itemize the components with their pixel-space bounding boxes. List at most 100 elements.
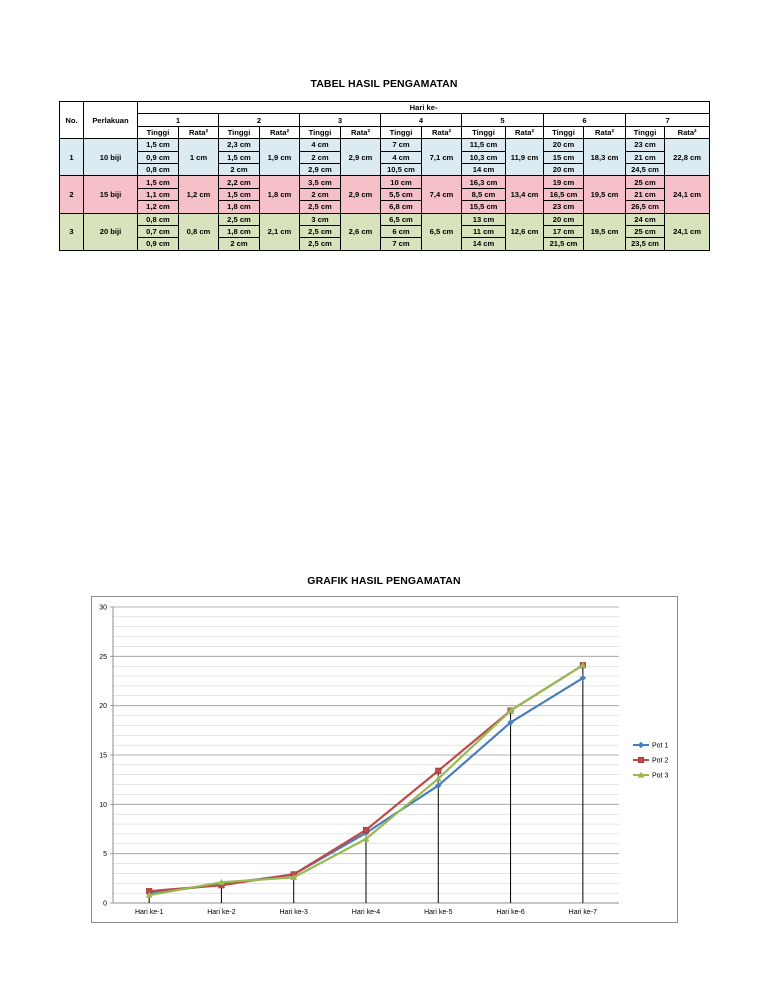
tinggi-cell: 23 cm bbox=[543, 200, 584, 214]
header-rata: Rata² bbox=[421, 125, 462, 140]
data-point bbox=[434, 775, 442, 782]
rata-cell: 1,8 cm bbox=[259, 175, 300, 214]
tinggi-cell: 7 cm bbox=[380, 138, 422, 152]
x-tick-label: Hari ke-5 bbox=[424, 909, 453, 916]
tinggi-cell: 1,5 cm bbox=[218, 150, 260, 164]
tinggi-cell: 0,9 cm bbox=[137, 150, 179, 164]
tinggi-cell: 3,5 cm bbox=[299, 175, 341, 189]
header-rata: Rata² bbox=[340, 125, 381, 140]
legend-label: Pot 2 bbox=[652, 758, 668, 765]
header-tinggi: Tinggi bbox=[380, 125, 422, 140]
tinggi-cell: 23 cm bbox=[625, 138, 665, 152]
tinggi-cell: 3 cm bbox=[299, 212, 341, 226]
rata-cell: 13,4 cm bbox=[505, 175, 544, 214]
rata-cell: 7,1 cm bbox=[421, 138, 462, 177]
y-tick-label: 15 bbox=[99, 753, 107, 760]
header-tinggi: Tinggi bbox=[625, 125, 665, 140]
tinggi-cell: 20 cm bbox=[543, 162, 584, 177]
tinggi-cell: 19 cm bbox=[543, 175, 584, 189]
tinggi-cell: 8,5 cm bbox=[461, 187, 506, 202]
rata-cell: 1,9 cm bbox=[259, 138, 300, 177]
tinggi-cell: 14 cm bbox=[461, 237, 506, 251]
tinggi-cell: 10 cm bbox=[380, 175, 422, 189]
rata-cell: 18,3 cm bbox=[583, 138, 626, 177]
tinggi-cell: 20 cm bbox=[543, 138, 584, 152]
tinggi-cell: 6 cm bbox=[380, 224, 422, 239]
rata-cell: 1 cm bbox=[178, 138, 219, 177]
tinggi-cell: 10,3 cm bbox=[461, 150, 506, 164]
tinggi-cell: 2,9 cm bbox=[299, 162, 341, 177]
header-day: 1 bbox=[137, 113, 219, 127]
tinggi-cell: 2,5 cm bbox=[299, 224, 341, 239]
tinggi-cell: 25 cm bbox=[625, 175, 665, 189]
data-point bbox=[435, 782, 442, 789]
tinggi-cell: 24,5 cm bbox=[625, 162, 665, 177]
legend-label: Pot 1 bbox=[652, 743, 668, 750]
table-row: 0,9 cm 2 cm 2,5 cm 7 cm 14 cm 21,5 cm 23,5 cm bbox=[60, 237, 710, 251]
tinggi-cell: 2 cm bbox=[299, 187, 341, 202]
data-point bbox=[579, 661, 587, 668]
header-rata: Rata² bbox=[178, 125, 219, 140]
data-point bbox=[290, 873, 298, 880]
header-no: No. bbox=[59, 100, 84, 140]
tinggi-cell: 1,1 cm bbox=[137, 187, 179, 202]
data-point bbox=[145, 891, 153, 898]
header-perlakuan: Perlakuan bbox=[83, 100, 138, 140]
tinggi-cell: 4 cm bbox=[299, 138, 341, 152]
tinggi-cell: 15,5 cm bbox=[461, 200, 506, 214]
tinggi-cell: 13 cm bbox=[461, 212, 506, 226]
header-day: 3 bbox=[299, 113, 381, 127]
tinggi-cell: 2,3 cm bbox=[218, 138, 260, 152]
row-perlakuan: 10 biji bbox=[83, 138, 138, 177]
tinggi-cell: 17 cm bbox=[543, 224, 584, 239]
legend-marker bbox=[637, 771, 645, 778]
header-day: 2 bbox=[218, 113, 300, 127]
y-tick-label: 5 bbox=[103, 851, 107, 858]
tinggi-cell: 1,5 cm bbox=[137, 175, 179, 189]
tinggi-cell: 21,5 cm bbox=[543, 237, 584, 251]
tinggi-cell: 7 cm bbox=[380, 237, 422, 251]
rata-cell: 0,8 cm bbox=[178, 212, 219, 251]
observation-table: No. Perlakuan Hari ke- 1 2 3 4 5 6 7 Tinggi Rata² Ti… bbox=[59, 100, 711, 251]
tinggi-cell: 14 cm bbox=[461, 162, 506, 177]
tinggi-cell: 26,5 cm bbox=[625, 200, 665, 214]
table-row: 0,9 cm 1,5 cm 2 cm 4 cm 10,3 cm 15 cm 21 cm bbox=[60, 150, 710, 164]
tinggi-cell: 10,5 cm bbox=[380, 162, 422, 177]
tinggi-cell: 24 cm bbox=[625, 212, 665, 226]
tinggi-cell: 21 cm bbox=[625, 187, 665, 202]
table-row: 1,2 cm 1,8 cm 2,5 cm 6,8 cm 15,5 cm 23 cm 26,5… bbox=[60, 200, 710, 214]
x-tick-label: Hari ke-2 bbox=[207, 909, 236, 916]
header-day: 6 bbox=[543, 113, 626, 127]
tinggi-cell: 2 cm bbox=[299, 150, 341, 164]
tinggi-cell: 2,2 cm bbox=[218, 175, 260, 189]
rata-cell: 1,2 cm bbox=[178, 175, 219, 214]
tinggi-cell: 0,7 cm bbox=[137, 224, 179, 239]
header-day: 7 bbox=[624, 113, 711, 127]
header-rata: Rata² bbox=[259, 125, 300, 140]
rata-cell: 19,5 cm bbox=[583, 212, 626, 251]
tinggi-cell: 11,5 cm bbox=[461, 138, 506, 152]
rata-cell: 7,4 cm bbox=[421, 175, 462, 214]
tinggi-cell: 2,5 cm bbox=[218, 212, 260, 226]
tinggi-cell: 16,5 cm bbox=[543, 187, 584, 202]
header-rata: Rata² bbox=[663, 125, 711, 140]
x-tick-label: Hari ke-4 bbox=[352, 909, 381, 916]
data-point bbox=[362, 835, 370, 842]
rata-cell: 11,9 cm bbox=[505, 138, 544, 177]
rata-cell: 19,5 cm bbox=[583, 175, 626, 214]
header-hari: Hari ke- bbox=[136, 100, 711, 115]
tinggi-cell: 6,8 cm bbox=[380, 200, 422, 214]
tinggi-cell: 0,8 cm bbox=[137, 212, 179, 226]
table-row: 3 20 biji 0,8 cm 0,8 cm 2,5 cm 2,1 cm 3 cm 2,6 … bbox=[59, 212, 711, 251]
tinggi-cell: 21 cm bbox=[625, 150, 665, 164]
rata-cell: 22,8 cm bbox=[663, 138, 711, 177]
header-rata: Rata² bbox=[505, 125, 544, 140]
tinggi-cell: 16,3 cm bbox=[461, 175, 506, 189]
tinggi-cell: 1,5 cm bbox=[218, 187, 260, 202]
chart-title: GRAFIK HASIL PENGAMATAN bbox=[307, 575, 461, 587]
tinggi-cell: 25 cm bbox=[625, 224, 665, 239]
tinggi-cell: 2 cm bbox=[218, 237, 260, 251]
header-tinggi: Tinggi bbox=[461, 125, 506, 140]
row-number: 2 bbox=[59, 175, 84, 214]
y-tick-label: 10 bbox=[99, 802, 107, 809]
